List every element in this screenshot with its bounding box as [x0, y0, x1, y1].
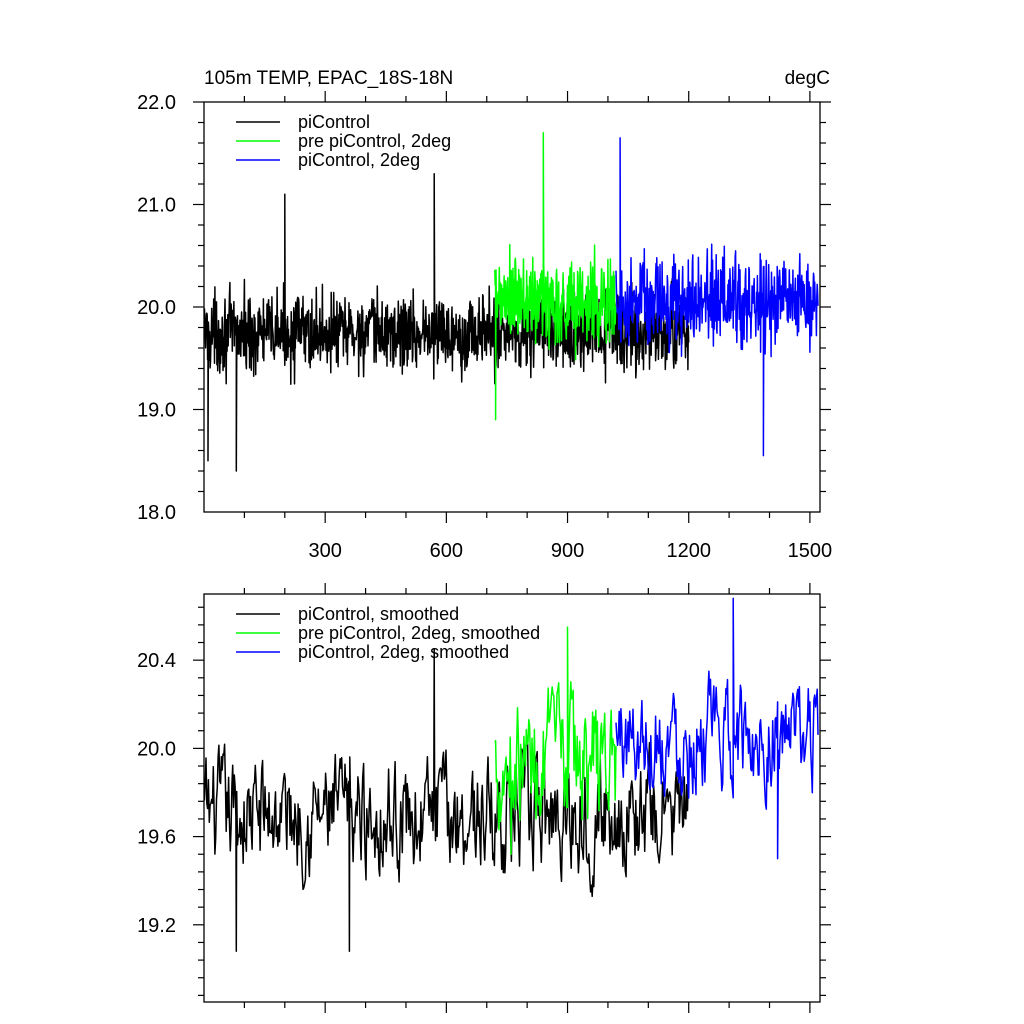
- top-panel: 105m TEMP, EPAC_18S-18N degC 300 600 900 1200…: [137, 68, 832, 562]
- series-line-picontrol-2deg-smoothed: [615, 597, 819, 860]
- y-tick-label: 20.0: [137, 738, 176, 760]
- x-tick-label: 1200: [666, 540, 711, 562]
- series-line-pre-picontrol-2deg: [494, 132, 617, 421]
- y-tick-label: 21.0: [137, 195, 176, 217]
- series-group: [204, 597, 819, 953]
- legend-label: pre piControl, 2deg: [298, 131, 451, 151]
- y-tick-label: 18.0: [137, 502, 176, 524]
- plot-frame: [203, 593, 821, 1003]
- chart-title: 105m TEMP, EPAC_18S-18N: [204, 68, 453, 89]
- x-tick-label: 300: [308, 540, 341, 562]
- legend-label: piControl, smoothed: [298, 604, 459, 624]
- series-line-picontrol-2deg: [615, 137, 819, 457]
- series-line-picontrol-smoothed: [204, 648, 690, 953]
- y-tick-label: 22.0: [137, 92, 176, 114]
- y-tick-label: 19.6: [137, 827, 176, 849]
- units-label: degC: [785, 68, 830, 89]
- series-line-picontrol: [204, 172, 690, 472]
- y-tick-label: 19.2: [137, 915, 176, 937]
- y-tick-label: 19.0: [137, 400, 176, 422]
- x-tick-label: 600: [430, 540, 463, 562]
- y-tick-label: 20.4: [137, 650, 176, 672]
- legend-label: pre piControl, 2deg, smoothed: [298, 623, 540, 643]
- y-tick-label: 20.0: [137, 297, 176, 319]
- legend-label: piControl, 2deg: [298, 150, 420, 170]
- x-tick-label: 1500: [788, 540, 833, 562]
- series-line-pre-picontrol-2deg-smoothed: [494, 626, 617, 855]
- x-tick-label: 900: [551, 540, 584, 562]
- legend-label: piControl: [298, 112, 370, 132]
- legend-label: piControl, 2deg, smoothed: [298, 642, 509, 662]
- series-group: [204, 132, 819, 472]
